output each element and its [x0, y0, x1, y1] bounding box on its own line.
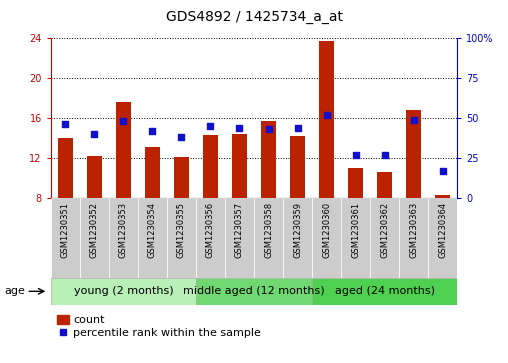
Bar: [377, 172, 392, 198]
Text: GSM1230352: GSM1230352: [90, 202, 99, 258]
Point: [265, 126, 273, 132]
Bar: [145, 147, 160, 198]
Legend: count, percentile rank within the sample: count, percentile rank within the sample: [56, 314, 262, 339]
Text: GSM1230353: GSM1230353: [119, 202, 128, 258]
Bar: [261, 121, 276, 198]
Text: GSM1230358: GSM1230358: [264, 202, 273, 258]
Point: [323, 112, 331, 118]
Bar: [225, 198, 254, 278]
Bar: [80, 198, 109, 278]
Text: GSM1230357: GSM1230357: [235, 202, 244, 258]
Bar: [428, 198, 457, 278]
Bar: [370, 198, 399, 278]
Text: GSM1230364: GSM1230364: [438, 202, 447, 258]
Point: [294, 125, 302, 130]
Bar: [435, 195, 450, 198]
Bar: [51, 198, 80, 278]
Bar: [312, 198, 341, 278]
Point: [177, 134, 185, 140]
Point: [119, 118, 128, 124]
Text: GSM1230362: GSM1230362: [380, 202, 389, 258]
Bar: [399, 198, 428, 278]
Text: GSM1230359: GSM1230359: [293, 202, 302, 258]
Bar: [203, 135, 218, 198]
Bar: [116, 102, 131, 198]
Bar: [58, 138, 73, 198]
Point: [148, 128, 156, 134]
Bar: [167, 198, 196, 278]
Bar: [87, 156, 102, 198]
Point: [409, 117, 418, 122]
Text: middle aged (12 months): middle aged (12 months): [183, 286, 325, 296]
Bar: [232, 134, 247, 198]
Bar: [138, 198, 167, 278]
Bar: [196, 198, 225, 278]
Bar: [320, 41, 334, 198]
Bar: [254, 198, 283, 278]
Point: [206, 123, 214, 129]
Text: aged (24 months): aged (24 months): [335, 286, 435, 296]
Text: GSM1230360: GSM1230360: [322, 202, 331, 258]
Bar: [348, 168, 363, 198]
Text: GSM1230361: GSM1230361: [351, 202, 360, 258]
Point: [380, 152, 389, 158]
Bar: [290, 136, 305, 198]
Bar: [51, 278, 196, 305]
Text: GDS4892 / 1425734_a_at: GDS4892 / 1425734_a_at: [166, 9, 342, 24]
Bar: [341, 198, 370, 278]
Text: GSM1230363: GSM1230363: [409, 202, 418, 258]
Point: [352, 152, 360, 158]
Point: [235, 125, 243, 130]
Bar: [196, 278, 312, 305]
Text: age: age: [4, 286, 25, 296]
Text: young (2 months): young (2 months): [74, 286, 173, 296]
Point: [438, 168, 447, 174]
Text: GSM1230351: GSM1230351: [61, 202, 70, 258]
Bar: [406, 110, 421, 198]
Bar: [312, 278, 457, 305]
Point: [90, 131, 99, 137]
Point: [61, 122, 70, 127]
Bar: [283, 198, 312, 278]
Text: GSM1230355: GSM1230355: [177, 202, 186, 258]
Text: GSM1230356: GSM1230356: [206, 202, 215, 258]
Bar: [109, 198, 138, 278]
Bar: [174, 157, 188, 198]
Text: GSM1230354: GSM1230354: [148, 202, 157, 258]
